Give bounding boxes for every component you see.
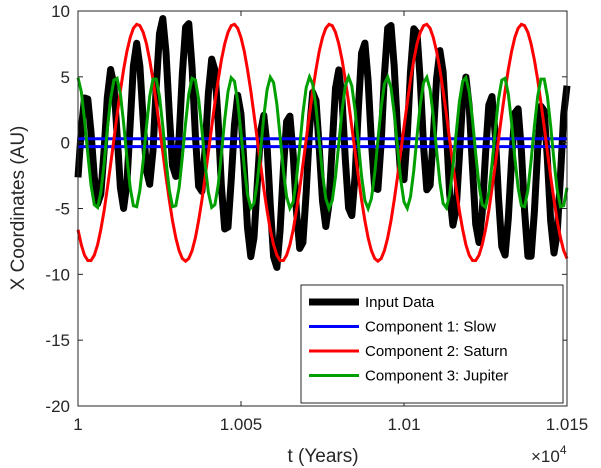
- y-tick-label: -10: [45, 265, 70, 284]
- x-axis-label: t (Years): [287, 446, 358, 467]
- legend-label: Input Data: [365, 294, 435, 311]
- series-input-data: [74, 15, 571, 271]
- y-tick-label: 0: [61, 134, 70, 153]
- y-tick-label: -15: [45, 331, 70, 350]
- x-multiplier-exponent: 4: [560, 443, 567, 457]
- y-tick-label: 5: [61, 68, 70, 87]
- axis-ticks: 1 1.005 1.01 1.015 -20 -15 -10 -5 0 5 10: [45, 2, 588, 434]
- x-tick-label: 1.015: [546, 415, 589, 434]
- x-tick-label: 1: [73, 415, 82, 434]
- x-multiplier-base: ×10: [531, 447, 560, 466]
- series-jupiter: [76, 72, 569, 213]
- y-axis-label: X Coordinates (AU): [8, 126, 29, 291]
- x-multiplier: ×104: [531, 443, 567, 466]
- legend-label: Component 3: Jupiter: [365, 368, 508, 385]
- x-tick-label: 1.005: [220, 415, 263, 434]
- legend-label: Component 2: Saturn: [365, 343, 508, 360]
- series-saturn: [76, 22, 569, 264]
- y-tick-label: -5: [55, 200, 70, 219]
- legend-label: Component 1: Slow: [365, 319, 496, 336]
- series-layer: [74, 15, 571, 271]
- x-tick-label: 1.01: [387, 415, 420, 434]
- legend: Input Data Component 1: Slow Component 2: …: [300, 284, 564, 404]
- y-tick-label: -20: [45, 397, 70, 416]
- y-tick-label: 10: [51, 2, 70, 21]
